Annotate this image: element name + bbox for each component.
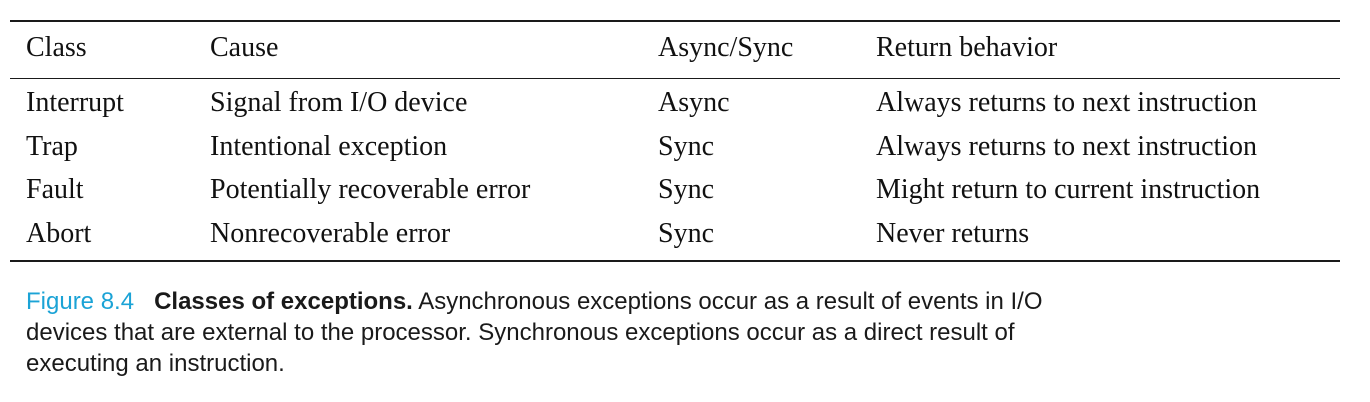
table-cell-class: Interrupt — [26, 87, 124, 118]
table-cell-return-behavior: Might return to current instruction — [876, 174, 1261, 205]
column-header-return-behavior: Return behavior — [876, 32, 1058, 63]
table-cell-class: Trap — [26, 131, 78, 162]
table-cell-cause: Intentional exception — [210, 131, 448, 162]
figure-caption: Figure 8.4 Classes of exceptions. Asynch… — [26, 286, 1346, 379]
table-cell-class: Abort — [26, 218, 92, 249]
table-cell-cause: Nonrecoverable error — [210, 218, 451, 249]
column-header-class: Class — [26, 32, 87, 63]
figure-label: Figure 8.4 — [26, 288, 135, 315]
table-top-rule — [10, 20, 1340, 22]
table-bottom-rule — [10, 260, 1340, 262]
table-cell-class: Fault — [26, 174, 84, 205]
table-cell-return-behavior: Never returns — [876, 218, 1030, 249]
column-header-async-sync: Async/Sync — [658, 32, 794, 63]
caption-text: executing an instruction. — [26, 350, 285, 377]
caption-text: Asynchronous exceptions occur as a resul… — [418, 288, 1043, 315]
table-cell-async-sync: Sync — [658, 131, 714, 162]
table-cell-async-sync: Async — [658, 87, 730, 118]
table-header-rule — [10, 78, 1340, 79]
table-cell-async-sync: Sync — [658, 218, 714, 249]
table-cell-async-sync: Sync — [658, 174, 714, 205]
caption-text: devices that are external to the process… — [26, 319, 1015, 346]
table-cell-cause: Signal from I/O device — [210, 87, 468, 118]
table-cell-return-behavior: Always returns to next instruction — [876, 87, 1258, 118]
caption-line: Figure 8.4 Classes of exceptions. Asynch… — [26, 286, 1346, 317]
table-cell-cause: Potentially recoverable error — [210, 174, 531, 205]
table-cell-return-behavior: Always returns to next instruction — [876, 131, 1258, 162]
column-header-cause: Cause — [210, 32, 279, 63]
figure-title: Classes of exceptions. — [154, 288, 413, 315]
